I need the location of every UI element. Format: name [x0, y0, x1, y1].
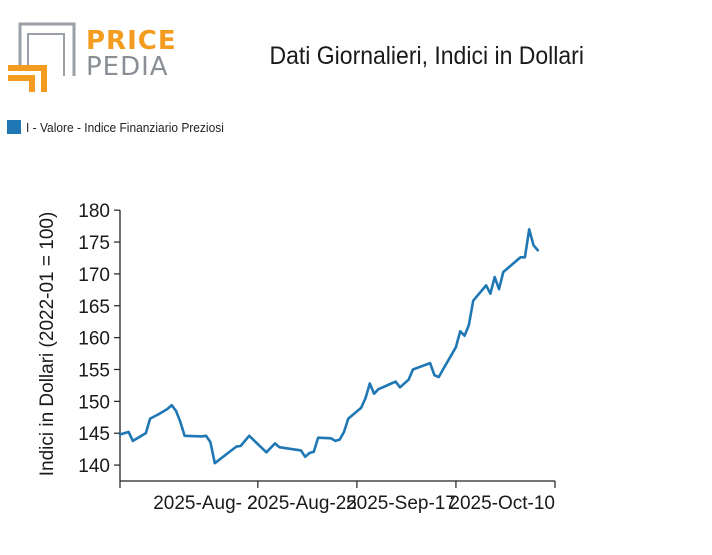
- y-tick-label: 145: [78, 424, 110, 445]
- data-point: [489, 293, 491, 295]
- data-point: [537, 249, 539, 251]
- pricepedia-logo: PRICE PEDIA: [8, 22, 176, 94]
- data-point: [158, 413, 160, 415]
- y-tick-label: 180: [78, 201, 110, 222]
- data-point: [265, 451, 268, 453]
- data-point: [295, 449, 298, 451]
- data-point: [519, 256, 522, 258]
- data-point: [395, 380, 397, 383]
- data-point: [184, 435, 186, 437]
- data-point: [399, 386, 401, 388]
- data-point: [412, 368, 414, 371]
- data-point: [343, 431, 345, 433]
- data-point: [339, 438, 341, 441]
- data-point: [235, 445, 237, 448]
- x-tick-label: 2025-Aug- 2: [153, 493, 258, 514]
- data-point: [468, 324, 470, 326]
- data-point: [429, 362, 431, 364]
- data-point: [330, 437, 332, 439]
- legend-swatch: [7, 120, 21, 134]
- data-point: [438, 376, 440, 378]
- data-point: [390, 382, 392, 385]
- data-point: [373, 393, 375, 395]
- y-tick-label: 175: [78, 233, 110, 254]
- data-point: [498, 288, 500, 290]
- data-point: [140, 435, 143, 437]
- data-point: [171, 404, 173, 406]
- y-tick-label: 165: [78, 297, 110, 318]
- y-tick-label: 140: [78, 456, 110, 477]
- data-point: [248, 435, 250, 437]
- data-point: [132, 440, 134, 442]
- data-point: [463, 335, 466, 337]
- y-tick-label: 160: [78, 329, 110, 350]
- data-point: [459, 330, 461, 332]
- data-point: [128, 431, 130, 433]
- data-point: [369, 382, 371, 385]
- data-point: [119, 433, 121, 436]
- data-point: [472, 300, 474, 302]
- y-tick-label: 150: [78, 392, 110, 413]
- data-point: [175, 410, 177, 412]
- y-axis-title: Indici in Dollari (2022-01 = 100): [37, 212, 58, 477]
- x-tick-label: 2025-Sep-17: [346, 493, 456, 514]
- data-point: [317, 437, 319, 439]
- data-point: [145, 432, 147, 434]
- data-point: [300, 449, 302, 452]
- data-point: [442, 368, 444, 371]
- y-tick-label: 155: [78, 360, 110, 381]
- data-point: [433, 374, 436, 376]
- data-point: [377, 388, 380, 390]
- series-line-0: [118, 228, 540, 465]
- data-point: [528, 228, 530, 230]
- chart-title: Dati Giornalieri, Indici in Dollari: [269, 42, 584, 70]
- data-point: [214, 462, 216, 464]
- data-point: [347, 417, 349, 420]
- data-point: [205, 435, 207, 437]
- data-point: [179, 421, 181, 423]
- data-point: [532, 244, 535, 246]
- data-point: [494, 276, 496, 278]
- logo-text-price: PRICE: [86, 26, 177, 56]
- legend: I - Valore - Indice Finanziario Preziosi: [7, 118, 241, 136]
- data-point: [502, 271, 504, 273]
- data-point: [364, 397, 367, 399]
- data-point: [209, 441, 212, 443]
- legend-label[interactable]: I - Valore - Indice Finanziario Preziosi: [26, 119, 224, 135]
- data-point: [313, 451, 315, 453]
- data-point: [485, 284, 487, 286]
- data-point: [304, 456, 306, 458]
- data-point: [166, 408, 168, 410]
- data-point: [308, 452, 311, 454]
- data-point: [407, 379, 410, 381]
- data-point: [334, 440, 336, 442]
- data-point: [278, 446, 280, 448]
- data-point: [360, 407, 362, 409]
- logo-text-pedia: PEDIA: [86, 52, 169, 82]
- data-point: [149, 417, 151, 420]
- x-tick-label: 2025-Oct-10: [449, 493, 555, 514]
- logo-mark-icon: [8, 22, 76, 92]
- data-point: [524, 256, 526, 258]
- data-point: [455, 346, 457, 348]
- data-point: [274, 442, 276, 445]
- data-point: [239, 445, 242, 447]
- x-tick-label: 2025-Aug-25: [247, 493, 357, 514]
- data-point: [201, 435, 203, 437]
- y-tick-label: 170: [78, 265, 110, 286]
